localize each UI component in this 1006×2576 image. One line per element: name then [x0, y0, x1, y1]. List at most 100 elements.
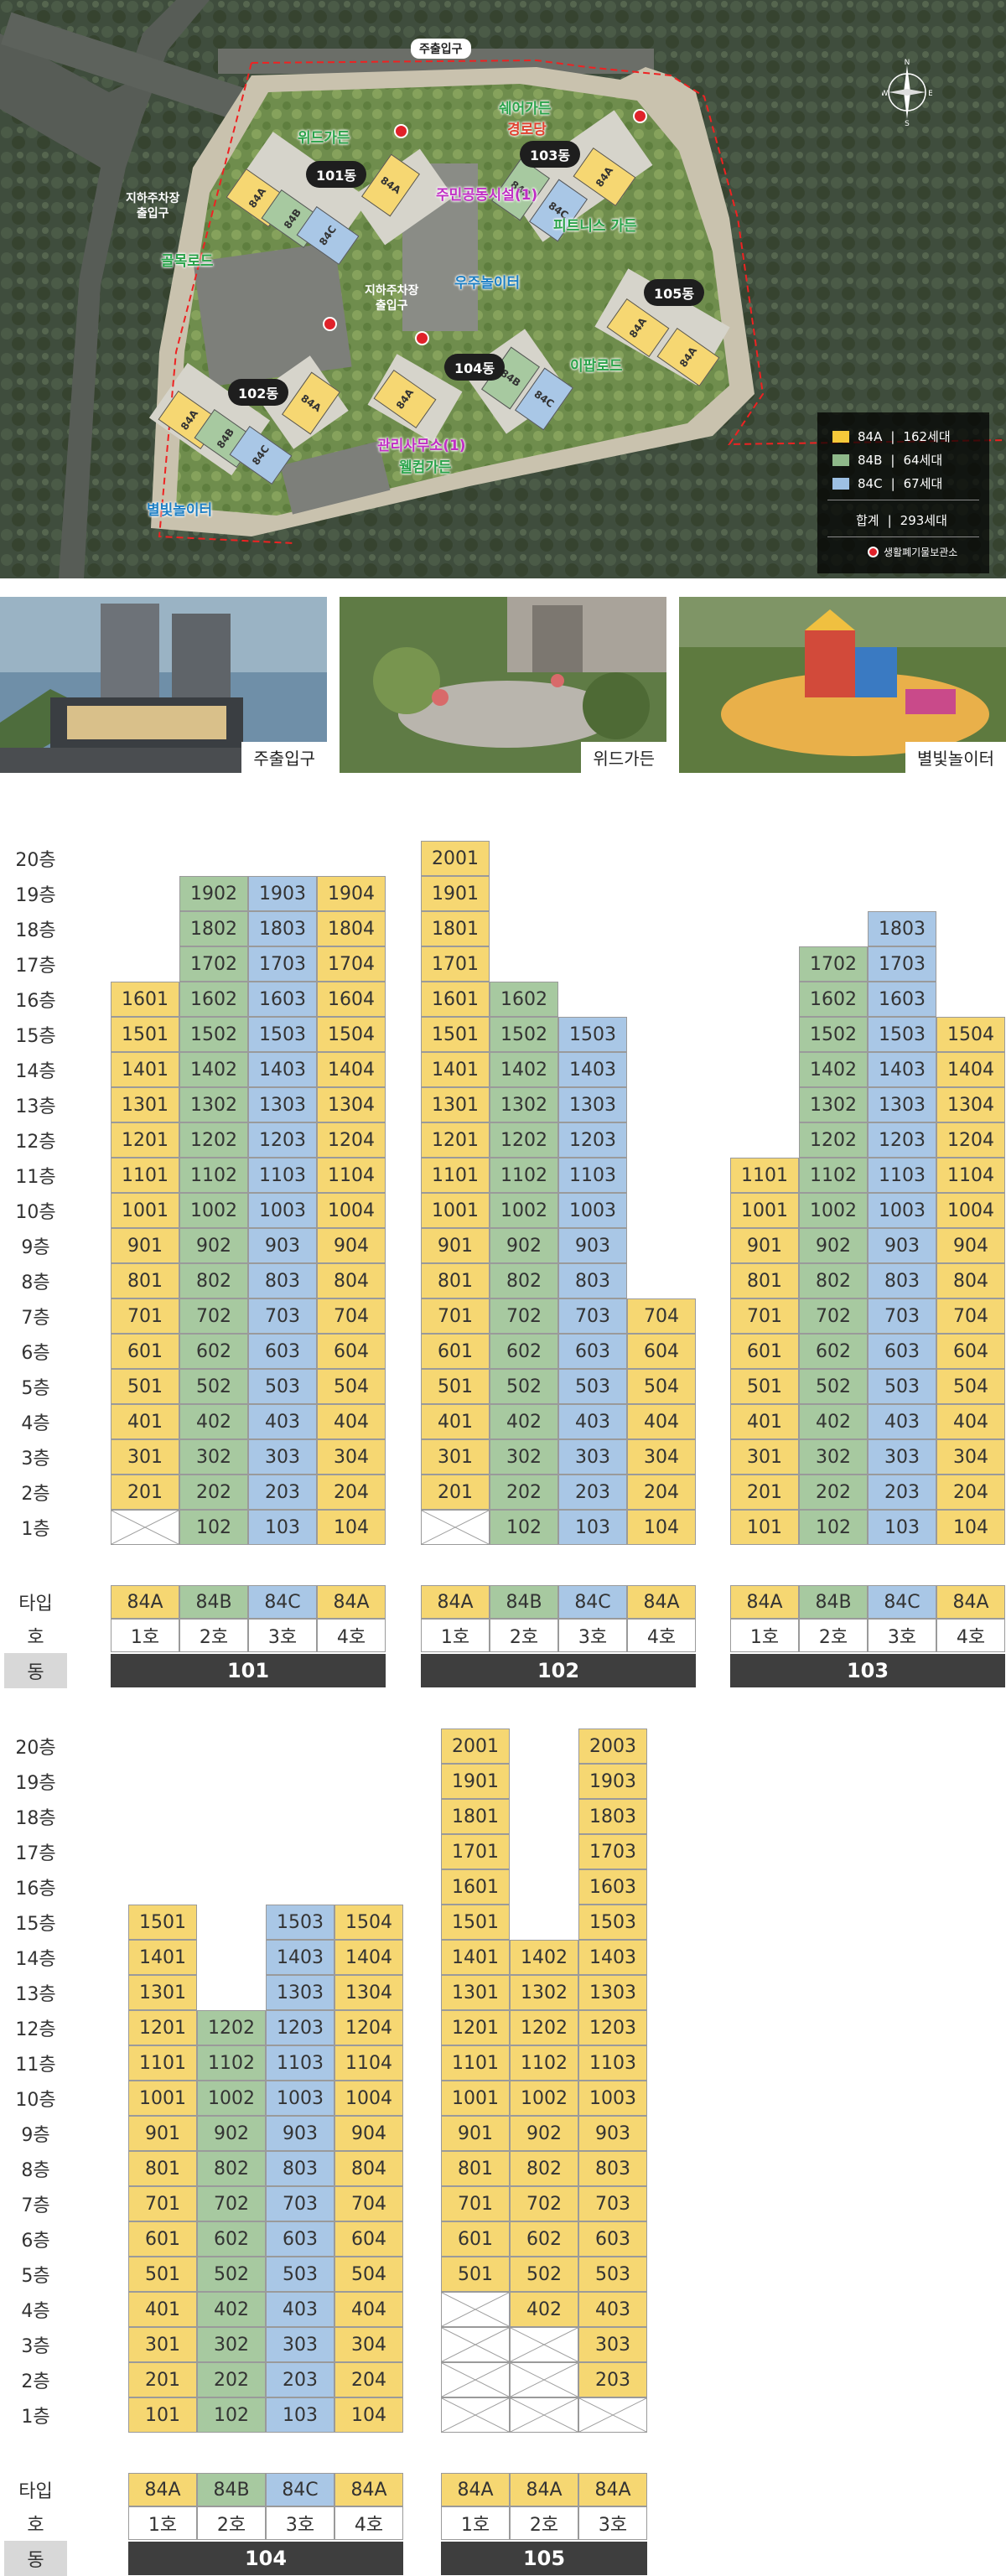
legend-count: 64세대 [903, 453, 943, 468]
floor-label: 9층 [21, 2125, 50, 2146]
unit-cell: 104 [334, 2397, 403, 2433]
unit-cell: 102 [490, 1510, 558, 1545]
unit-cell: 303 [578, 2327, 647, 2362]
facility-welcome-garden: 웰컴가든 [399, 459, 452, 476]
ho-cell: 1호 [730, 1619, 799, 1652]
unit-cell: 302 [179, 1439, 248, 1475]
unit-cell: 1603 [248, 982, 317, 1017]
unit-cell: 1903 [248, 876, 317, 911]
floor-label: 16층 [15, 991, 56, 1012]
unit-cell: 501 [128, 2257, 197, 2292]
unit-cell: 1103 [558, 1158, 627, 1193]
unit-cell: 1602 [490, 982, 558, 1017]
unit-cell: 1002 [510, 2081, 578, 2116]
unit-cell: 1301 [111, 1087, 179, 1122]
site-plan: 84A 84B 84C 84A 84A 84B 84C 84A 84B 84C … [0, 0, 1006, 578]
unit-cell: 1004 [936, 1193, 1005, 1228]
unit-cell: 1002 [799, 1193, 868, 1228]
unit-cell: 602 [179, 1334, 248, 1369]
unit-cell: 803 [248, 1263, 317, 1298]
dong-name-bar: 101 [111, 1654, 386, 1687]
unit-type-cell: 84A [578, 2473, 647, 2506]
cross-mark-icon [442, 2398, 509, 2432]
floor-label: 19층 [15, 885, 56, 906]
unit-cell: 801 [421, 1263, 490, 1298]
floor-label: 16층 [15, 1879, 56, 1900]
unit-cell: 1303 [868, 1087, 936, 1122]
unit-cell: 1901 [421, 876, 490, 911]
unit-type-cell: 84B [799, 1585, 868, 1619]
unit-type-cell: 84B [490, 1585, 558, 1619]
unit-cell: 902 [510, 2116, 578, 2151]
unit-cell: 1504 [936, 1017, 1005, 1052]
floor-label: 20층 [15, 1738, 56, 1759]
unit-cell: 902 [197, 2116, 266, 2151]
floor-label: 12층 [15, 2019, 56, 2040]
unit-cell: 1502 [799, 1017, 868, 1052]
parking-entrance-label: 지하주차장 출입구 [365, 284, 419, 313]
unit-cell: 202 [179, 1475, 248, 1510]
ho-cell: 3호 [248, 1619, 317, 1652]
unit-cell: 1201 [128, 2010, 197, 2045]
unit-cell: 402 [179, 1404, 248, 1439]
unit-type-cell: 84A [317, 1585, 386, 1619]
floor-label: 2층 [21, 2371, 50, 2392]
unit-cell: 104 [627, 1510, 696, 1545]
floor-label: 12층 [15, 1132, 56, 1153]
unit-cell: 1803 [868, 911, 936, 946]
unit-cell: 701 [441, 2186, 510, 2221]
ho-cell: 3호 [266, 2506, 334, 2540]
compass-icon: N S E W [882, 59, 932, 126]
unit-cell: 1701 [441, 1834, 510, 1869]
unit-cell: 702 [490, 1298, 558, 1334]
unit-cell: 403 [266, 2292, 334, 2327]
facility-share-garden: 쉐어가든 [499, 101, 552, 117]
empty-unit-cell [510, 2397, 578, 2433]
floor-label: 8층 [21, 2160, 50, 2181]
unit-cell: 1704 [317, 946, 386, 982]
unit-cell: 703 [578, 2186, 647, 2221]
unit-cell: 1403 [266, 1940, 334, 1975]
unit-cell: 1703 [868, 946, 936, 982]
unit-cell: 703 [868, 1298, 936, 1334]
unit-cell: 303 [868, 1439, 936, 1475]
unit-cell: 201 [730, 1475, 799, 1510]
waste-storage-marker [394, 124, 408, 138]
unit-cell: 1102 [179, 1158, 248, 1193]
empty-unit-cell [578, 2397, 647, 2433]
unit-cell: 1501 [111, 1017, 179, 1052]
unit-cell: 904 [936, 1228, 1005, 1263]
dong-name-bar: 104 [128, 2542, 403, 2575]
unit-cell: 701 [128, 2186, 197, 2221]
ho-cell: 4호 [317, 1619, 386, 1652]
unit-cell: 104 [936, 1510, 1005, 1545]
ho-cell: 1호 [128, 2506, 197, 2540]
unit-cell: 1304 [317, 1087, 386, 1122]
unit-cell: 1103 [266, 2045, 334, 2081]
unit-cell: 304 [936, 1439, 1005, 1475]
unit-cell: 1803 [578, 1799, 647, 1834]
unit-cell: 1001 [730, 1193, 799, 1228]
unit-cell: 203 [578, 2362, 647, 2397]
unit-cell: 202 [490, 1475, 558, 1510]
parking-entrance-label: 지하주차장 출입구 [126, 192, 180, 220]
unit-cell: 804 [334, 2151, 403, 2186]
unit-cell: 501 [111, 1369, 179, 1404]
unit-cell: 204 [936, 1475, 1005, 1510]
cross-mark-icon [111, 1511, 179, 1544]
photo-caption: 위드가든 [581, 742, 666, 773]
unit-cell: 1004 [317, 1193, 386, 1228]
unit-cell: 503 [266, 2257, 334, 2292]
unit-cell: 1102 [510, 2045, 578, 2081]
unit-cell: 901 [730, 1228, 799, 1263]
unit-cell: 501 [730, 1369, 799, 1404]
ho-cell: 2호 [179, 1619, 248, 1652]
unit-type-cell: 84A [510, 2473, 578, 2506]
unit-cell: 1202 [799, 1122, 868, 1158]
unit-cell: 704 [936, 1298, 1005, 1334]
unit-cell: 1503 [248, 1017, 317, 1052]
unit-cell: 1103 [868, 1158, 936, 1193]
unit-cell: 802 [510, 2151, 578, 2186]
unit-type-cell: 84B [179, 1585, 248, 1619]
unit-cell: 101 [128, 2397, 197, 2433]
